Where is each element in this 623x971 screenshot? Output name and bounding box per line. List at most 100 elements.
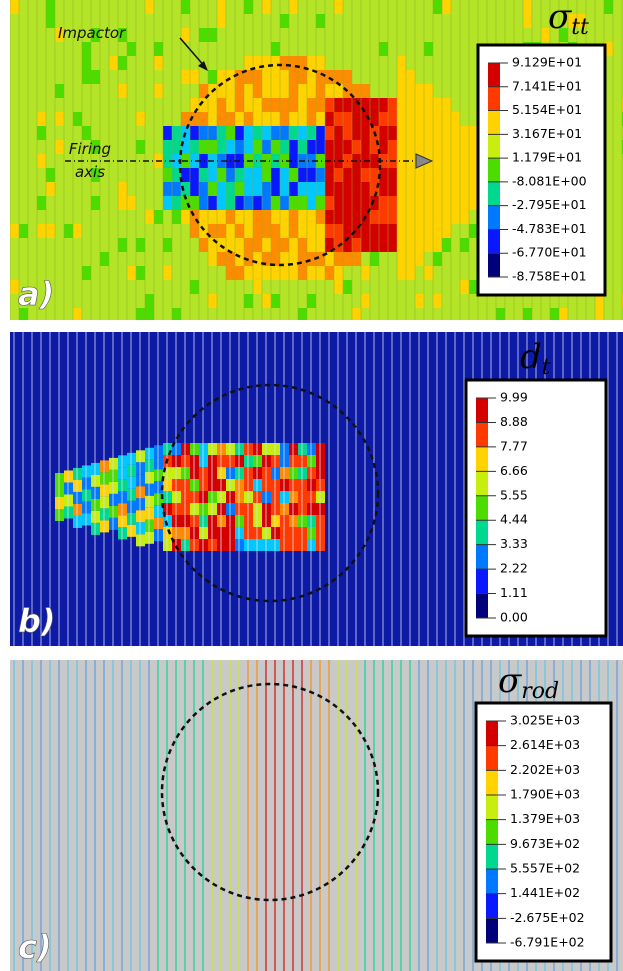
cell	[127, 42, 136, 56]
legend-label: 9.673E+02	[510, 836, 580, 851]
cell	[217, 168, 226, 182]
cell	[343, 112, 352, 126]
cell	[244, 294, 253, 308]
cell	[406, 238, 415, 252]
cell	[298, 491, 307, 503]
legend-label: 9.99	[500, 390, 528, 405]
cell	[541, 28, 550, 42]
cell	[154, 529, 163, 542]
cell	[172, 467, 181, 479]
cell	[298, 266, 307, 280]
cell	[316, 84, 325, 98]
cell	[199, 491, 208, 503]
cell	[289, 455, 298, 467]
cell	[433, 196, 442, 210]
cell	[172, 168, 181, 182]
cell	[424, 98, 433, 112]
cell	[235, 140, 244, 154]
panel-label: a)	[18, 275, 54, 313]
cell	[208, 539, 217, 551]
cell	[253, 455, 262, 467]
cell	[469, 168, 478, 182]
cell	[379, 210, 388, 224]
cell	[379, 140, 388, 154]
cell	[307, 70, 316, 84]
cell	[73, 224, 82, 238]
cell	[217, 455, 226, 467]
cell	[172, 515, 181, 527]
cell	[181, 70, 190, 84]
cell	[262, 70, 271, 84]
cell	[163, 467, 172, 479]
colorbar-segment	[488, 229, 500, 254]
cell	[280, 98, 289, 112]
cell	[496, 308, 505, 320]
cell	[469, 154, 478, 168]
colorbar-segment	[488, 181, 500, 206]
legend-label: 9.129E+01	[512, 55, 582, 70]
cell	[181, 527, 190, 539]
cell	[460, 126, 469, 140]
cell	[442, 140, 451, 154]
cell	[280, 56, 289, 70]
cell	[199, 84, 208, 98]
cell	[55, 112, 64, 126]
cell	[46, 14, 55, 28]
cell	[424, 42, 433, 56]
cell	[172, 491, 181, 503]
cell	[433, 182, 442, 196]
cell	[82, 489, 91, 502]
cell	[226, 455, 235, 467]
cell	[163, 126, 172, 140]
field-symbol: σtt	[548, 0, 589, 40]
cell	[271, 515, 280, 527]
cell	[460, 238, 469, 252]
cell	[280, 266, 289, 280]
cell	[379, 224, 388, 238]
legend-label: -8.758E+01	[512, 269, 587, 284]
cell	[280, 168, 289, 182]
cell	[397, 224, 406, 238]
cell	[280, 224, 289, 238]
cell	[316, 98, 325, 112]
cell	[451, 140, 460, 154]
cell	[217, 84, 226, 98]
legend-label: 1.790E+03	[510, 787, 580, 802]
cell	[46, 168, 55, 182]
cell	[397, 112, 406, 126]
cell	[37, 126, 46, 140]
cell	[235, 491, 244, 503]
cell	[217, 210, 226, 224]
subscript: rod	[521, 679, 559, 704]
cell	[244, 0, 253, 14]
cell	[127, 464, 136, 477]
cell	[361, 224, 370, 238]
cell	[253, 224, 262, 238]
cell	[145, 495, 154, 508]
legend-label: 5.55	[500, 487, 528, 502]
cell	[235, 210, 244, 224]
cell	[370, 154, 379, 168]
cell	[298, 252, 307, 266]
cell	[289, 515, 298, 527]
cell	[280, 503, 289, 515]
cell	[190, 112, 199, 126]
cell	[244, 196, 253, 210]
cell	[253, 266, 262, 280]
cell	[253, 70, 262, 84]
cell	[73, 112, 82, 126]
cell	[262, 140, 271, 154]
cell	[280, 515, 289, 527]
cell	[289, 467, 298, 479]
cell	[352, 140, 361, 154]
cell	[262, 443, 271, 455]
cell	[460, 140, 469, 154]
cell	[136, 534, 145, 547]
cell	[109, 505, 118, 518]
legend-label: 5.557E+02	[510, 861, 580, 876]
cell	[208, 210, 217, 224]
cell	[379, 196, 388, 210]
cell	[352, 308, 361, 320]
cell	[163, 491, 172, 503]
cell	[262, 491, 271, 503]
